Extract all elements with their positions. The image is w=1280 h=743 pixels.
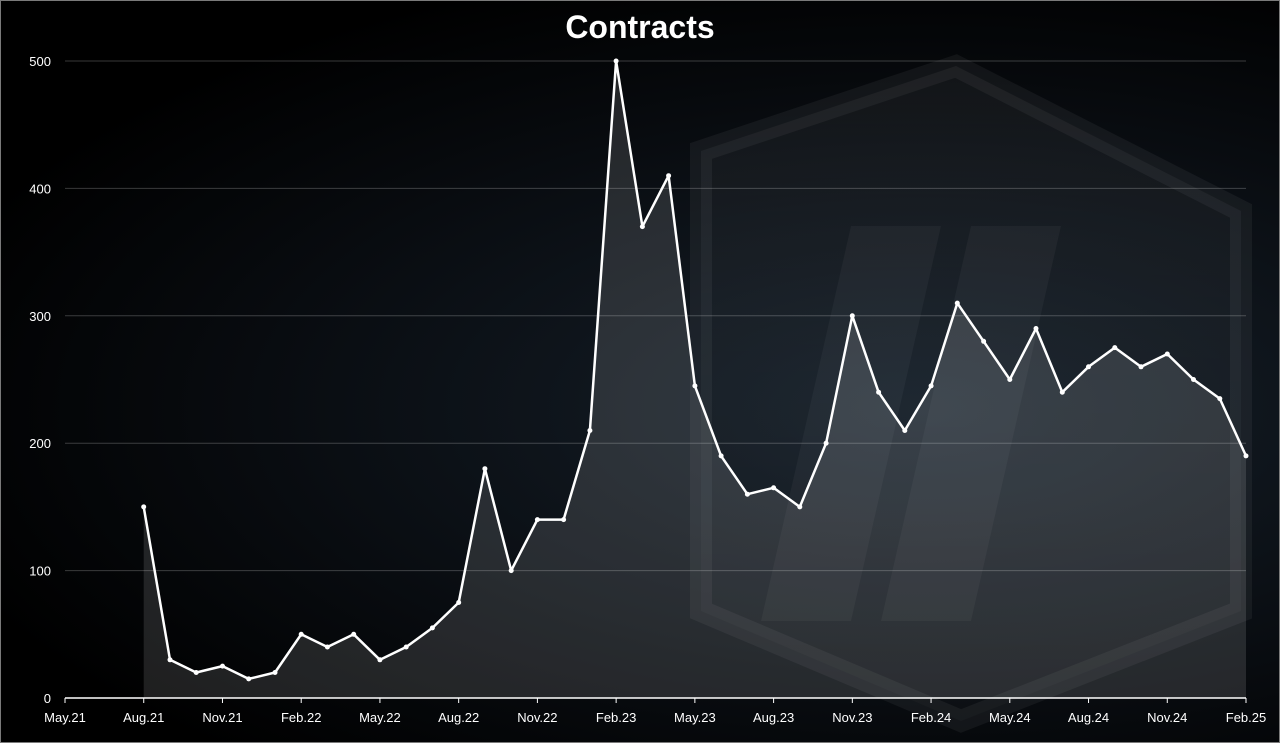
x-tick-label: Feb.24 xyxy=(911,710,951,725)
data-point xyxy=(220,663,225,669)
y-tick-label: 100 xyxy=(29,564,51,579)
data-point xyxy=(639,224,645,230)
x-tick-label: Feb.23 xyxy=(596,710,636,725)
x-tick-label: Aug.24 xyxy=(1068,710,1109,725)
data-point xyxy=(876,389,882,395)
x-tick-label: Aug.22 xyxy=(438,710,479,725)
data-point xyxy=(1059,389,1065,395)
data-point xyxy=(1243,453,1249,459)
x-tick-label: Aug.21 xyxy=(123,710,164,725)
x-tick-label: May.22 xyxy=(359,710,401,725)
data-point xyxy=(1086,364,1091,370)
x-tick-label: Feb.25 xyxy=(1226,710,1266,725)
data-point xyxy=(666,173,672,179)
data-point xyxy=(429,625,435,631)
data-point xyxy=(1217,396,1223,402)
data-point xyxy=(849,313,855,319)
x-tick-label: May.23 xyxy=(674,710,716,725)
data-point xyxy=(1138,364,1144,370)
data-point xyxy=(797,504,803,510)
data-point xyxy=(744,491,750,497)
data-point xyxy=(692,383,698,389)
data-point xyxy=(1191,377,1196,382)
x-tick-label: Nov.21 xyxy=(202,710,242,725)
data-point xyxy=(482,466,488,472)
data-point xyxy=(613,58,619,64)
data-point xyxy=(246,676,252,682)
data-point xyxy=(1007,377,1013,382)
data-point xyxy=(298,631,304,637)
x-tick-label: May.24 xyxy=(989,710,1031,725)
data-point xyxy=(272,670,278,675)
data-point xyxy=(718,453,724,459)
data-point xyxy=(954,300,960,306)
x-tick-label: Feb.22 xyxy=(281,710,321,725)
x-tick-label: Nov.22 xyxy=(517,710,557,725)
chart-title: Contracts xyxy=(565,9,715,45)
data-point xyxy=(193,670,199,675)
data-point xyxy=(981,338,987,344)
x-tick-label: May.21 xyxy=(44,710,86,725)
data-point xyxy=(456,600,462,605)
x-tick-label: Aug.23 xyxy=(753,710,794,725)
x-tick-label: Nov.23 xyxy=(832,710,872,725)
data-point xyxy=(377,657,383,663)
data-point xyxy=(1112,345,1118,351)
data-point xyxy=(587,428,593,433)
data-point xyxy=(1033,326,1039,331)
data-point xyxy=(823,440,829,446)
data-point xyxy=(1164,351,1170,357)
data-point xyxy=(561,517,567,523)
y-tick-label: 400 xyxy=(29,181,51,196)
data-point xyxy=(771,485,777,491)
y-tick-label: 300 xyxy=(29,309,51,324)
data-point xyxy=(508,568,514,574)
data-point xyxy=(141,504,147,510)
x-tick-label: Nov.24 xyxy=(1147,710,1187,725)
data-point xyxy=(167,657,173,663)
y-tick-label: 0 xyxy=(44,691,51,706)
y-tick-label: 200 xyxy=(29,436,51,451)
background-logo xyxy=(690,54,1252,733)
data-point xyxy=(534,517,540,523)
data-point xyxy=(928,383,934,389)
data-point xyxy=(324,644,330,650)
data-point xyxy=(902,428,908,433)
y-tick-label: 500 xyxy=(29,54,51,69)
data-point xyxy=(351,631,357,637)
series-area xyxy=(143,61,1247,698)
data-point xyxy=(403,644,409,650)
